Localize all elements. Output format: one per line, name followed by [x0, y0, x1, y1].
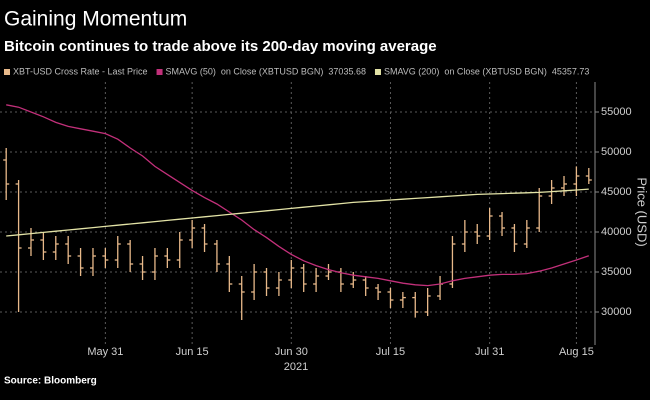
legend-label: SMAVG (200) [384, 66, 439, 76]
x-year-label: 2021 [284, 361, 308, 373]
y-tick-label: 40000 [601, 226, 632, 238]
x-tick-label: Jul 31 [475, 346, 504, 358]
x-tick-label: Aug 15 [559, 346, 594, 358]
y-tick-label: 55000 [601, 106, 632, 118]
legend-swatch [374, 69, 381, 75]
legend-swatch [4, 69, 10, 75]
y-tick-label: 30000 [601, 306, 632, 318]
legend-label: 37035.68 [328, 66, 366, 76]
y-tick-label: 50000 [601, 146, 632, 158]
ma-line [6, 104, 590, 287]
x-tick-label: Jun 30 [275, 346, 308, 358]
chart-subtitle: Bitcoin continues to trade above its 200… [4, 38, 437, 55]
x-tick-label: Jul 15 [376, 346, 405, 358]
legend-swatch [156, 69, 163, 75]
chart-title: Gaining Momentum [4, 8, 187, 31]
legend-label: XBT-USD Cross Rate - Last Price [13, 66, 148, 76]
legend-label: on Close (XBTUSD BGN) [444, 66, 547, 76]
legend-label: on Close (XBTUSD BGN) [221, 66, 324, 76]
y-tick-label: 45000 [601, 186, 632, 198]
x-tick-label: Jun 15 [176, 346, 209, 358]
source: Source: Bloomberg [4, 376, 97, 387]
legend-label: 45357.73 [552, 66, 590, 76]
y-tick-label: 35000 [601, 266, 632, 278]
y-axis-label: Price (USD) [635, 177, 650, 246]
ma-line [6, 188, 589, 237]
x-tick-label: May 31 [87, 346, 123, 358]
legend-label: SMAVG (50) [166, 66, 216, 76]
